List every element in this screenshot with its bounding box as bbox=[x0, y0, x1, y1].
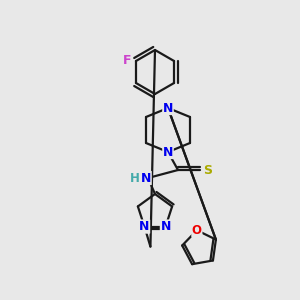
Text: O: O bbox=[192, 224, 202, 237]
Text: N: N bbox=[141, 172, 151, 184]
Text: F: F bbox=[123, 55, 131, 68]
Text: S: S bbox=[203, 164, 212, 176]
Text: N: N bbox=[163, 101, 173, 115]
Text: N: N bbox=[139, 220, 150, 233]
Text: N: N bbox=[163, 146, 173, 158]
Text: N: N bbox=[160, 220, 171, 233]
Text: H: H bbox=[130, 172, 140, 184]
